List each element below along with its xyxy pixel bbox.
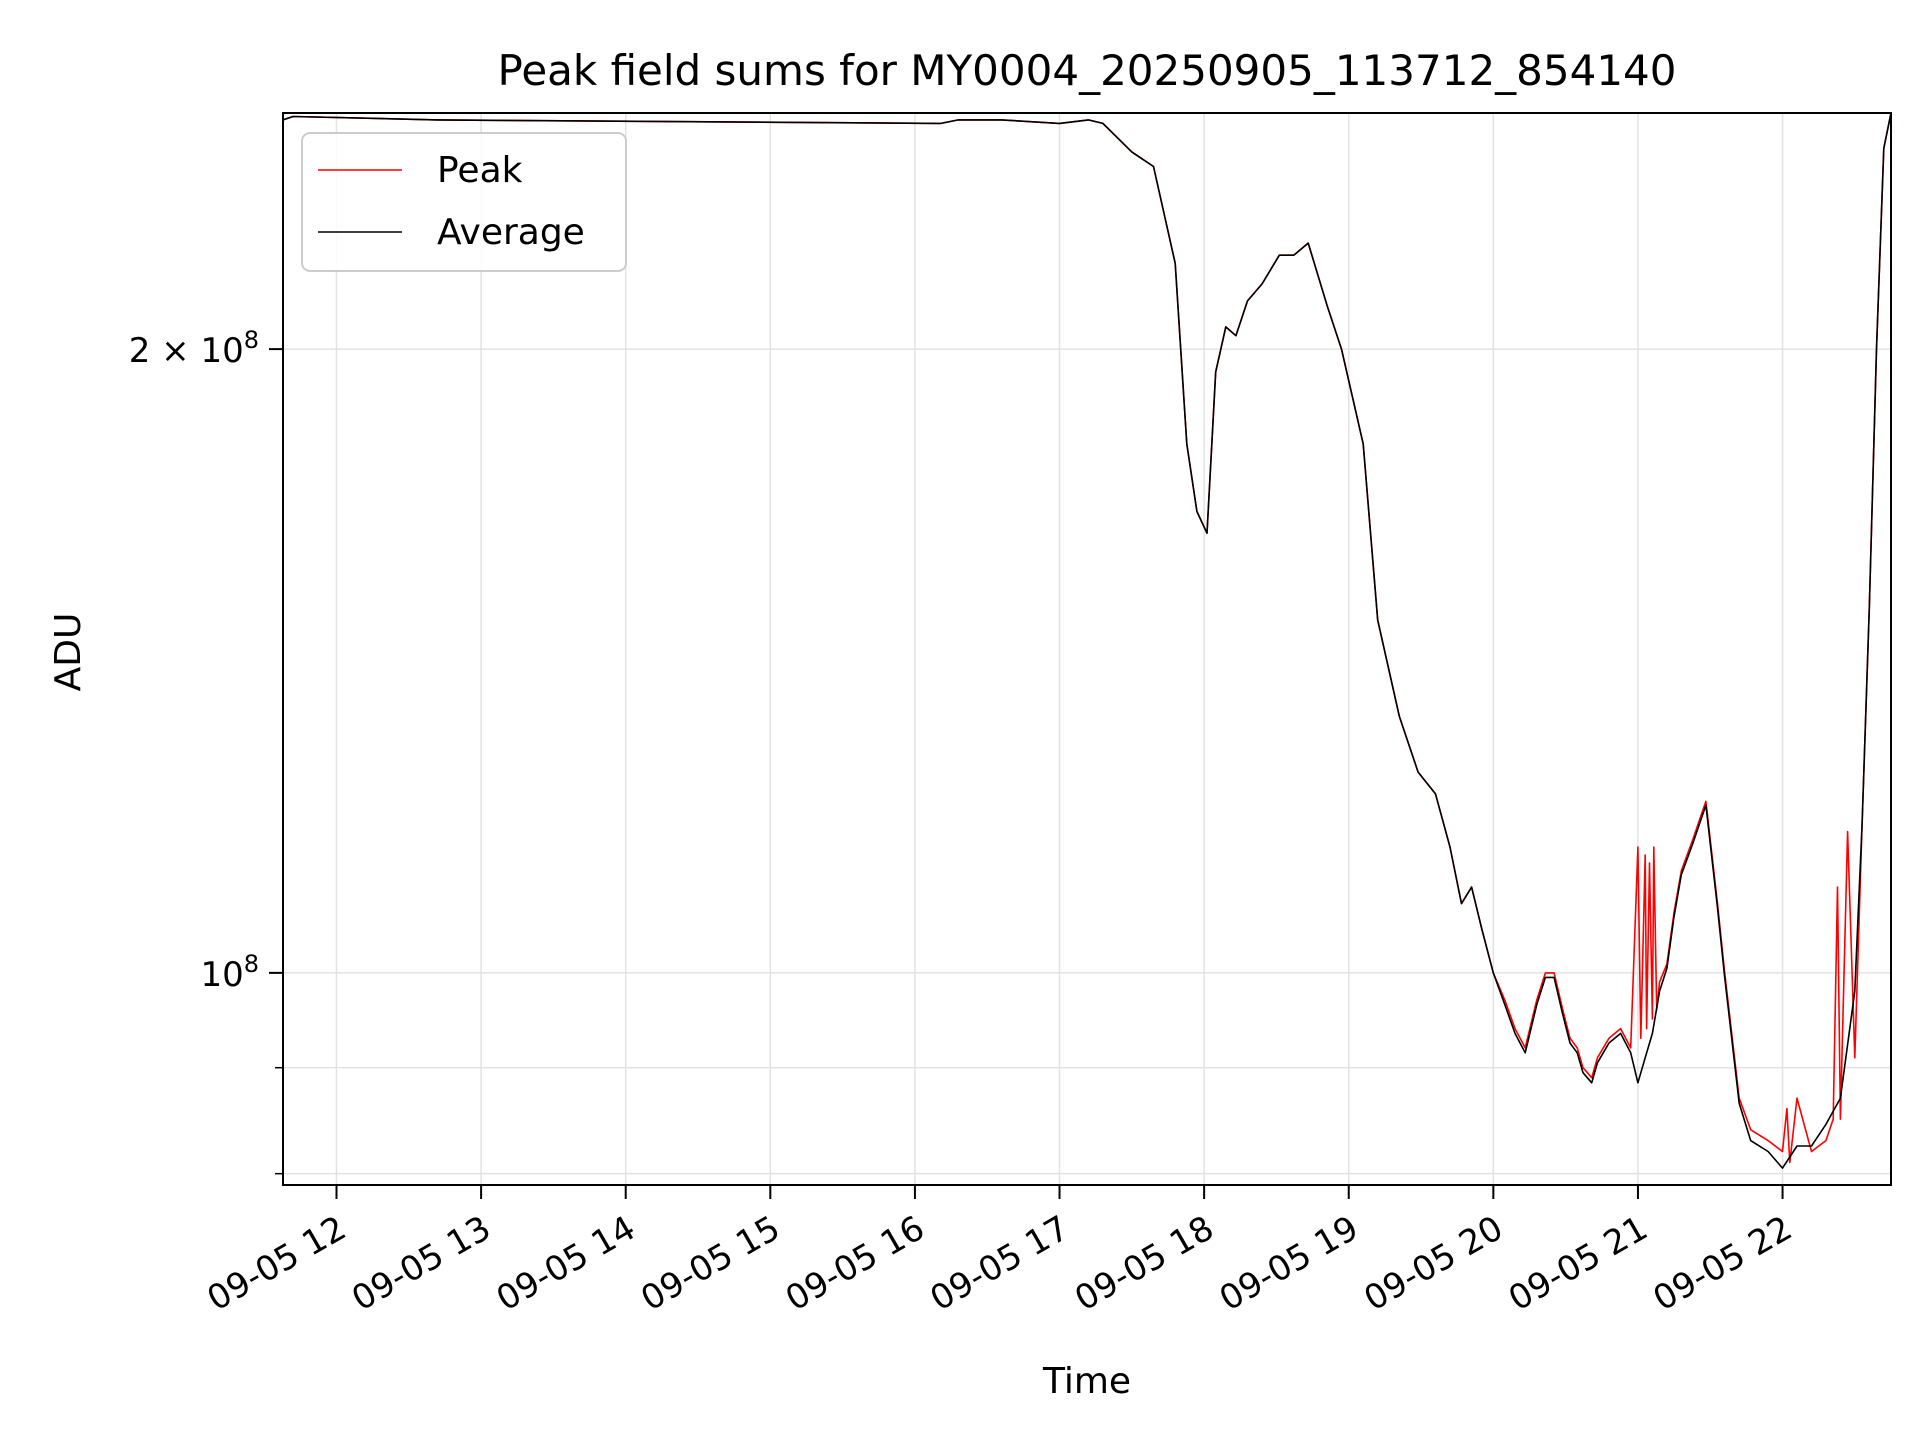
y-tick-exponent: 8 [244, 326, 259, 354]
legend-label-average: Average [437, 212, 585, 253]
series-line-average [283, 113, 1891, 1169]
x-axis-label: Time [1042, 1361, 1131, 1402]
plot-frame [282, 112, 1892, 1186]
y-axis-label: ADU [48, 613, 89, 692]
legend-label-peak: Peak [437, 150, 523, 191]
legend-box [301, 132, 627, 272]
series-layer [283, 113, 1891, 1169]
legend: Peak Average [301, 132, 627, 272]
y-tick-exponent: 8 [244, 950, 259, 978]
y-tick-label: 2 × 108 [129, 326, 259, 371]
chart-title: Peak field sums for MY0004_20250905_1137… [497, 46, 1676, 95]
grid [283, 113, 1891, 1185]
